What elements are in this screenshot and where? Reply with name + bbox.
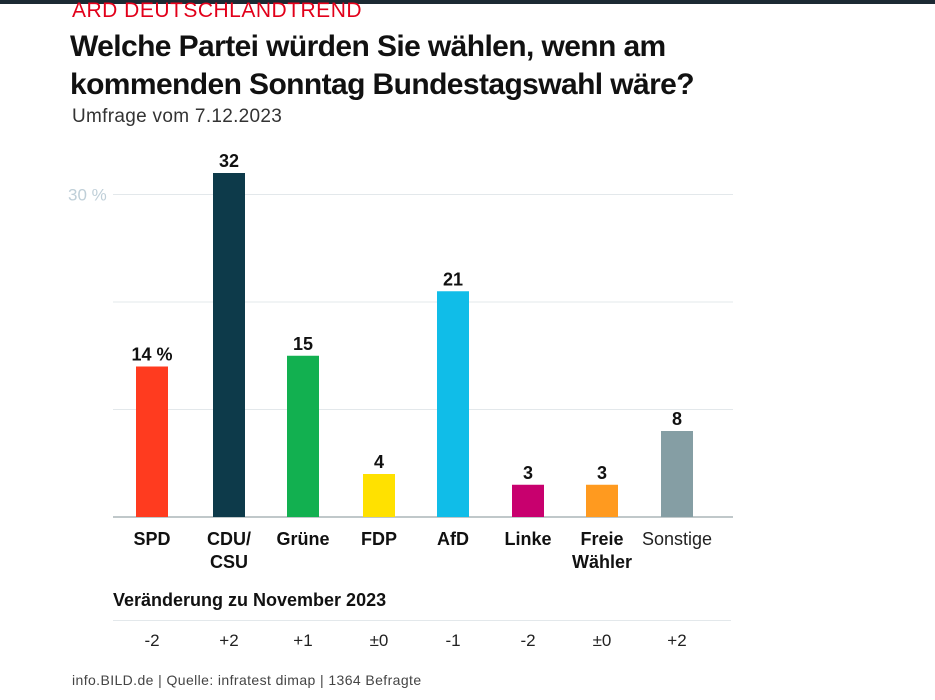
category-label: Sonstige bbox=[642, 529, 712, 549]
bar bbox=[586, 484, 618, 517]
value-label: 21 bbox=[443, 269, 463, 289]
value-label: 15 bbox=[293, 334, 313, 354]
value-label: 4 bbox=[374, 452, 384, 472]
bar bbox=[363, 474, 395, 517]
value-label: 3 bbox=[523, 463, 533, 483]
category-label: Linke bbox=[504, 529, 551, 549]
bar bbox=[213, 173, 245, 517]
value-label: 8 bbox=[672, 409, 682, 429]
bar bbox=[512, 484, 544, 517]
changes-divider bbox=[113, 620, 731, 621]
category-label: FDP bbox=[361, 529, 397, 549]
bar bbox=[136, 366, 168, 517]
value-label: 3 bbox=[597, 463, 607, 483]
category-label: CSU bbox=[210, 552, 248, 572]
changes-title: Veränderung zu November 2023 bbox=[113, 590, 387, 610]
value-label: 32 bbox=[219, 151, 239, 171]
change-value: -1 bbox=[445, 631, 461, 650]
category-label: CDU/ bbox=[207, 529, 251, 549]
change-value: ±0 bbox=[592, 631, 612, 650]
category-label: SPD bbox=[133, 529, 170, 549]
top-rule bbox=[0, 0, 935, 4]
chart-subtitle: Umfrage vom 7.12.2023 bbox=[72, 106, 283, 127]
value-label: 14 % bbox=[131, 345, 172, 365]
chart-title: Welche Partei würden Sie wählen, wenn am… bbox=[70, 30, 695, 101]
bar bbox=[437, 291, 469, 517]
y-tick-label: 30 % bbox=[68, 186, 107, 205]
category-label: Freie bbox=[580, 529, 623, 549]
source-footer: info.BILD.de | Quelle: infratest dimap |… bbox=[72, 672, 422, 688]
category-label: Wähler bbox=[572, 552, 632, 572]
bar bbox=[287, 355, 319, 517]
change-value: ±0 bbox=[369, 631, 389, 650]
change-value: -2 bbox=[520, 631, 536, 650]
change-value: +1 bbox=[293, 631, 313, 650]
bar-chart: 30 % 14 % SPD 32 CDU/CSU 15 Grüne 4 FDP 21 AfD 3 Lin… bbox=[68, 151, 733, 572]
category-label: Grüne bbox=[276, 529, 329, 549]
change-value: +2 bbox=[667, 631, 687, 650]
category-label: AfD bbox=[437, 529, 469, 549]
change-value: +2 bbox=[219, 631, 239, 650]
bar bbox=[661, 431, 693, 517]
change-value: -2 bbox=[144, 631, 160, 650]
brand-label: ARD DEUTSCHLANDTREND bbox=[72, 0, 363, 22]
